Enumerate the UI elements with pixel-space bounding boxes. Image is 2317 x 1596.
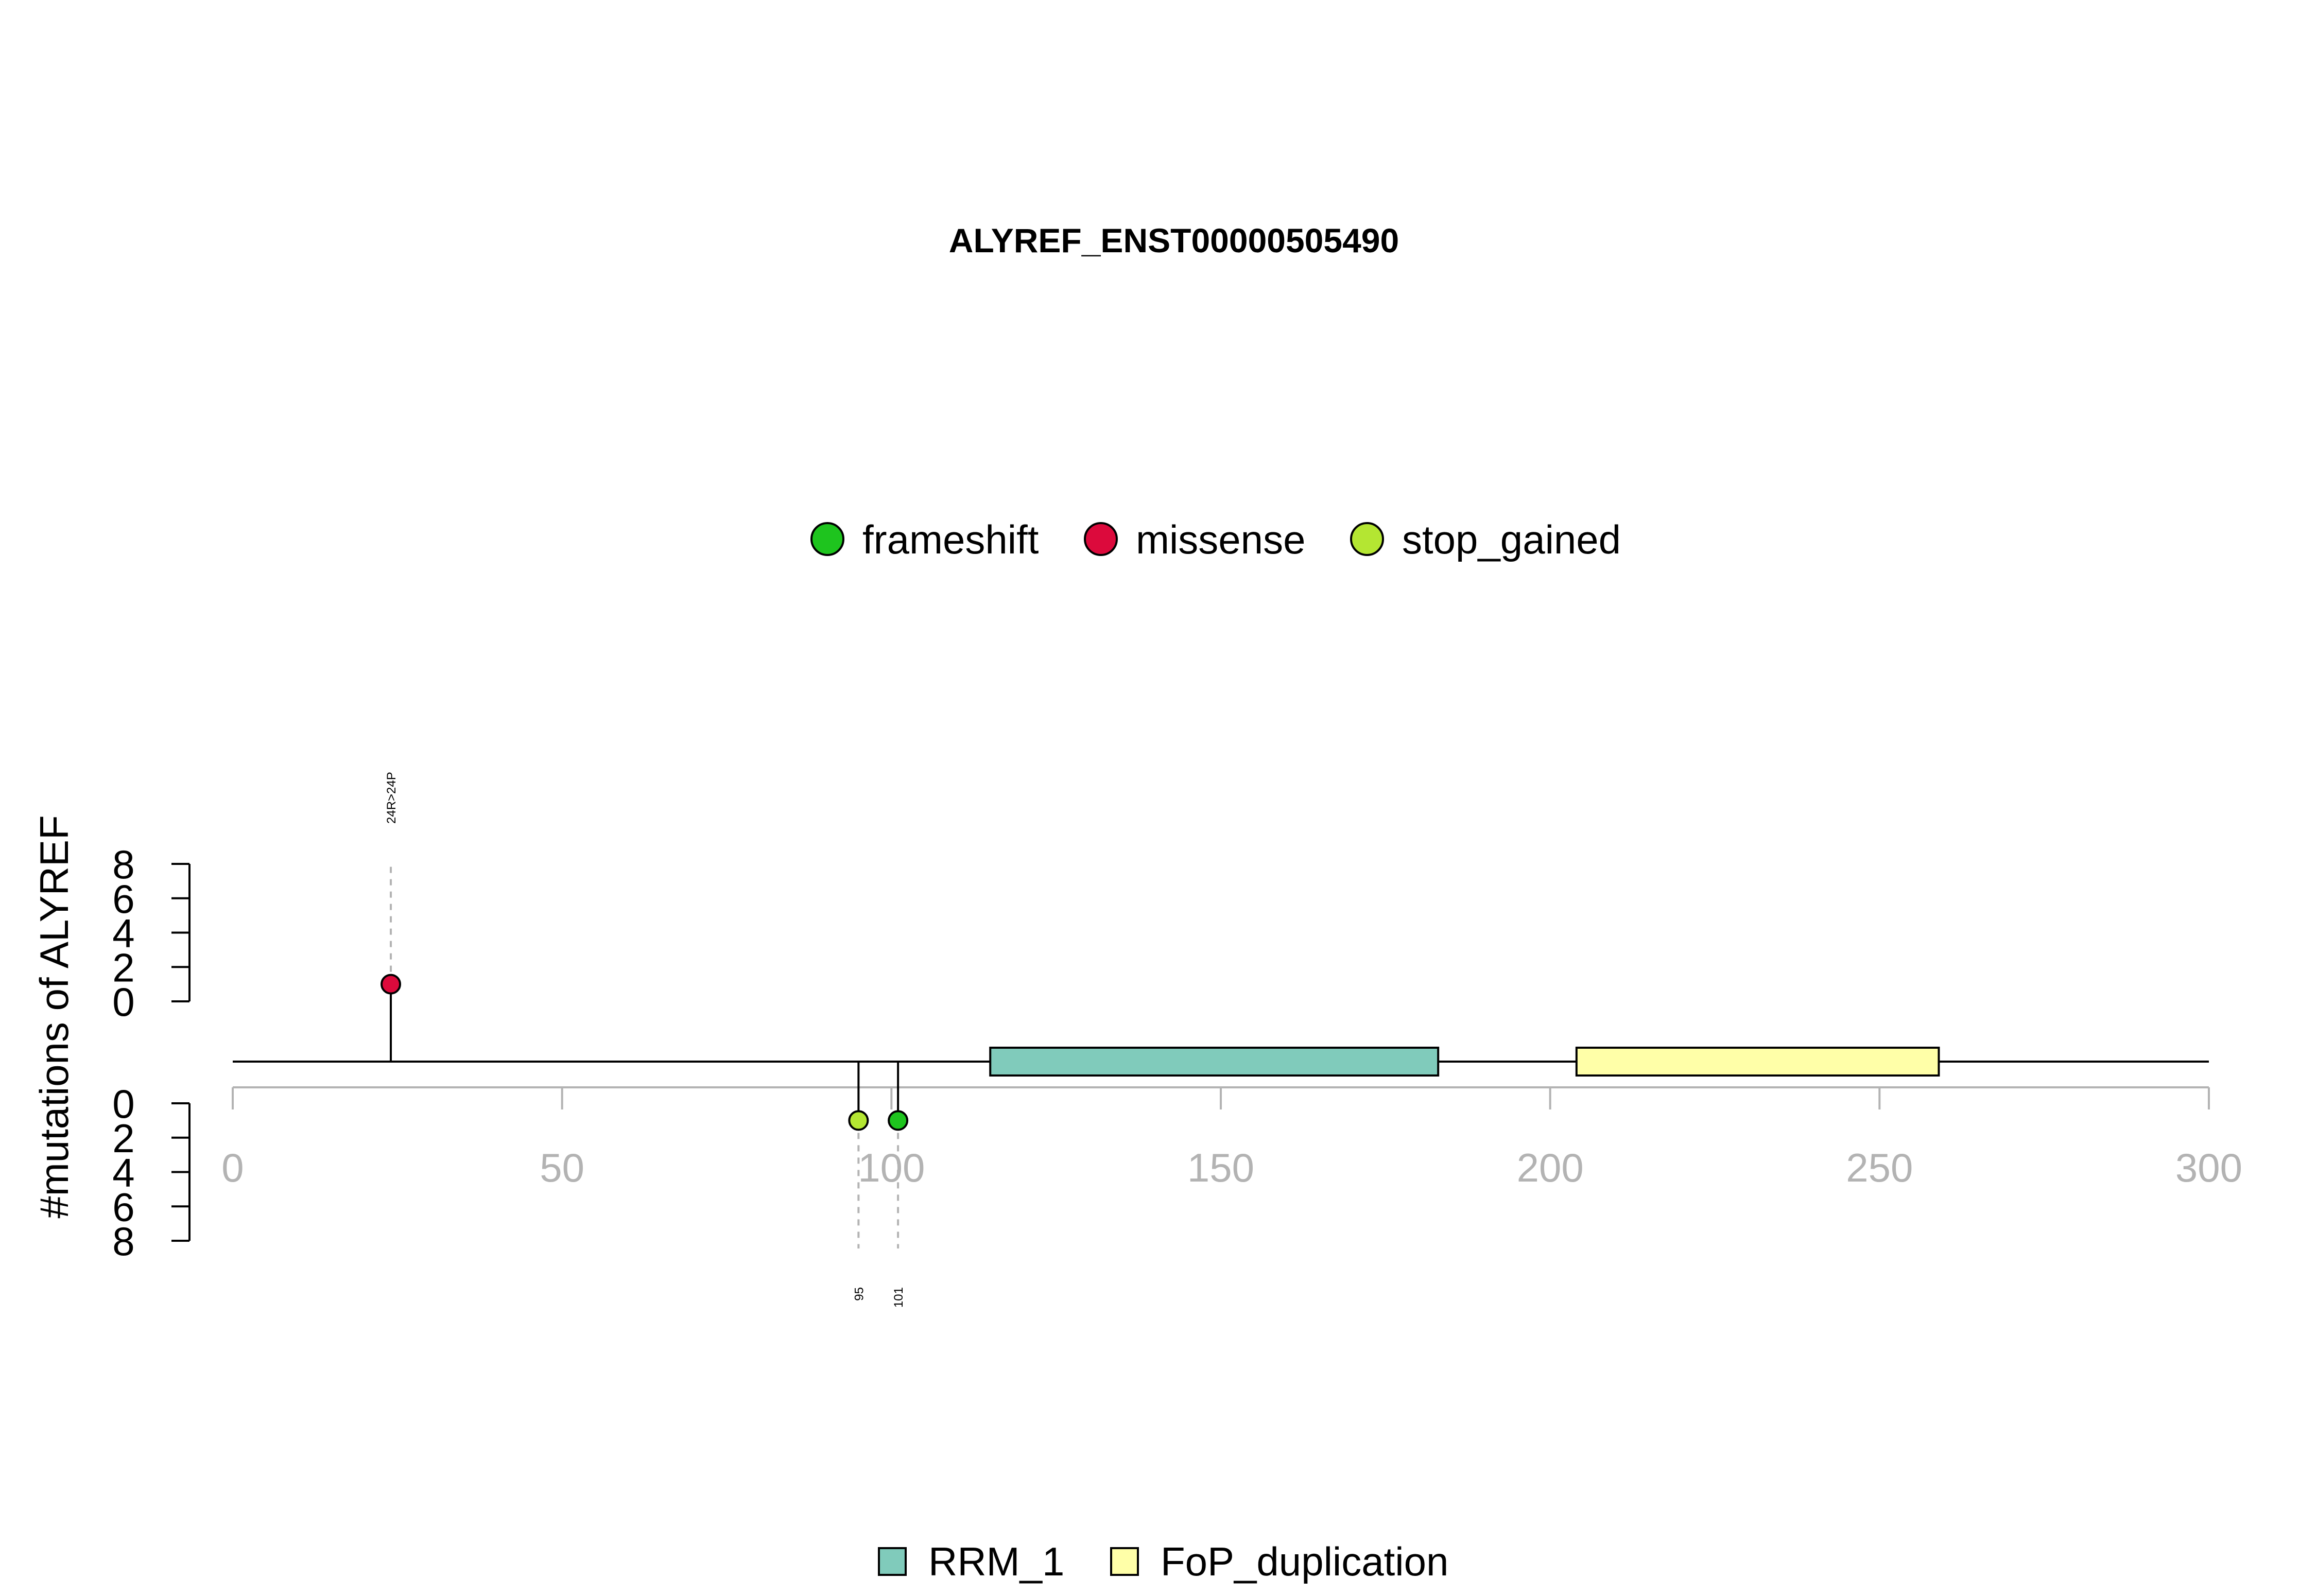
position-axis-tick-label: 0 [221, 1145, 244, 1190]
position-axis-tick-label: 250 [1846, 1145, 1913, 1190]
mutation-95-marker [848, 1110, 869, 1131]
legend-swatch-fop-duplication [1110, 1547, 1139, 1576]
count-axis-bottom-tick-label: 6 [112, 1184, 134, 1229]
count-axis-bottom-tick-label: 8 [112, 1219, 134, 1264]
count-axis-top-tick-label: 0 [112, 979, 134, 1025]
domain-legend: RRM_1 FoP_duplication [878, 1539, 1448, 1584]
count-axis-bottom-tick-label: 4 [112, 1150, 134, 1195]
position-axis-tick-label: 50 [540, 1145, 584, 1190]
mutations: 24R>24P 95 101 [381, 772, 909, 1308]
y-axis-label: #mutations of ALYREF [31, 815, 77, 1218]
domain-rrm-1 [989, 1047, 1440, 1077]
legend-label-rrm-1: RRM_1 [928, 1539, 1064, 1584]
domain-fop-duplication [1575, 1047, 1940, 1077]
mutation-95-label: 95 [852, 1287, 866, 1301]
count-axis-top-tick-label: 8 [112, 842, 134, 887]
count-axis-top-tick-label: 2 [112, 945, 134, 990]
position-axis-tick-label: 150 [1187, 1145, 1254, 1190]
position-axis: 0 50 100 150 200 250 300 [221, 1086, 2242, 1190]
mutation-101-marker [888, 1110, 909, 1131]
position-axis-tick-label: 100 [858, 1145, 925, 1190]
protein-domains [989, 1047, 1940, 1077]
legend-marker-frameshift [810, 522, 844, 556]
position-axis-tick-label: 300 [2175, 1145, 2242, 1190]
legend-label-fop-duplication: FoP_duplication [1161, 1539, 1448, 1584]
mutation-24r-24p-label: 24R>24P [385, 772, 399, 824]
legend-label-frameshift: frameshift [862, 517, 1039, 562]
chart-title: ALYREF_ENST00000505490 [949, 221, 1399, 259]
count-axis-top-tick-label: 6 [112, 876, 134, 922]
legend-marker-missense [1084, 522, 1118, 556]
count-axis-bottom-tick-label: 2 [112, 1116, 134, 1161]
mutation-legend: frameshift missense stop_gained [810, 517, 1621, 562]
legend-label-missense: missense [1136, 517, 1305, 562]
position-axis-tick-label: 200 [1517, 1145, 1584, 1190]
mutation-101-label: 101 [892, 1287, 906, 1308]
mutation-24r-24p-marker [381, 974, 402, 995]
count-axis-top-tick-label: 4 [112, 911, 134, 956]
legend-label-stop-gained: stop_gained [1402, 517, 1621, 562]
count-axis-bottom-tick-label: 0 [112, 1081, 134, 1126]
legend-swatch-rrm-1 [878, 1547, 907, 1576]
legend-marker-stop-gained [1350, 522, 1384, 556]
